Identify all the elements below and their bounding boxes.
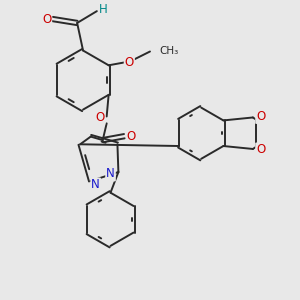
Text: O: O: [127, 130, 136, 143]
Text: CH₃: CH₃: [160, 46, 179, 56]
Text: O: O: [42, 13, 51, 26]
Text: O: O: [256, 143, 266, 157]
Text: O: O: [256, 110, 266, 123]
Text: N: N: [106, 167, 115, 181]
Text: N: N: [91, 178, 100, 191]
Text: H: H: [99, 3, 108, 16]
Text: O: O: [125, 56, 134, 69]
Text: O: O: [95, 111, 104, 124]
